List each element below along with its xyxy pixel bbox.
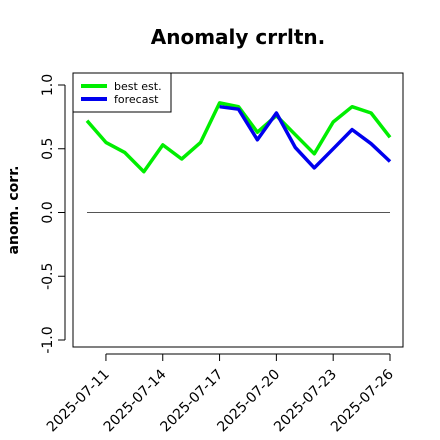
y-tick-label: 1.0 xyxy=(40,74,56,96)
legend: best est.forecast xyxy=(72,72,172,113)
legend-box xyxy=(72,72,172,113)
chart-title: Anomaly crrltn. xyxy=(151,25,325,49)
y-axis-label: anom. corr. xyxy=(6,166,22,255)
series-line-forecast xyxy=(219,104,392,170)
series-group xyxy=(85,101,392,174)
series-line-best-est xyxy=(85,101,392,174)
legend-label: best est. xyxy=(114,80,162,93)
y-tick-label: 0.5 xyxy=(40,138,56,160)
y-tick-label: -1.0 xyxy=(40,326,56,353)
plot-area-frame xyxy=(72,72,404,348)
x-axis: 2025-07-112025-07-142025-07-172025-07-20… xyxy=(44,353,397,435)
y-tick-label: -0.5 xyxy=(40,263,56,290)
y-tick-label: 0.0 xyxy=(40,201,56,223)
legend-label: forecast xyxy=(114,93,159,106)
y-axis: -1.0 -0.5 0.0 0.5 1.0 xyxy=(40,74,66,354)
